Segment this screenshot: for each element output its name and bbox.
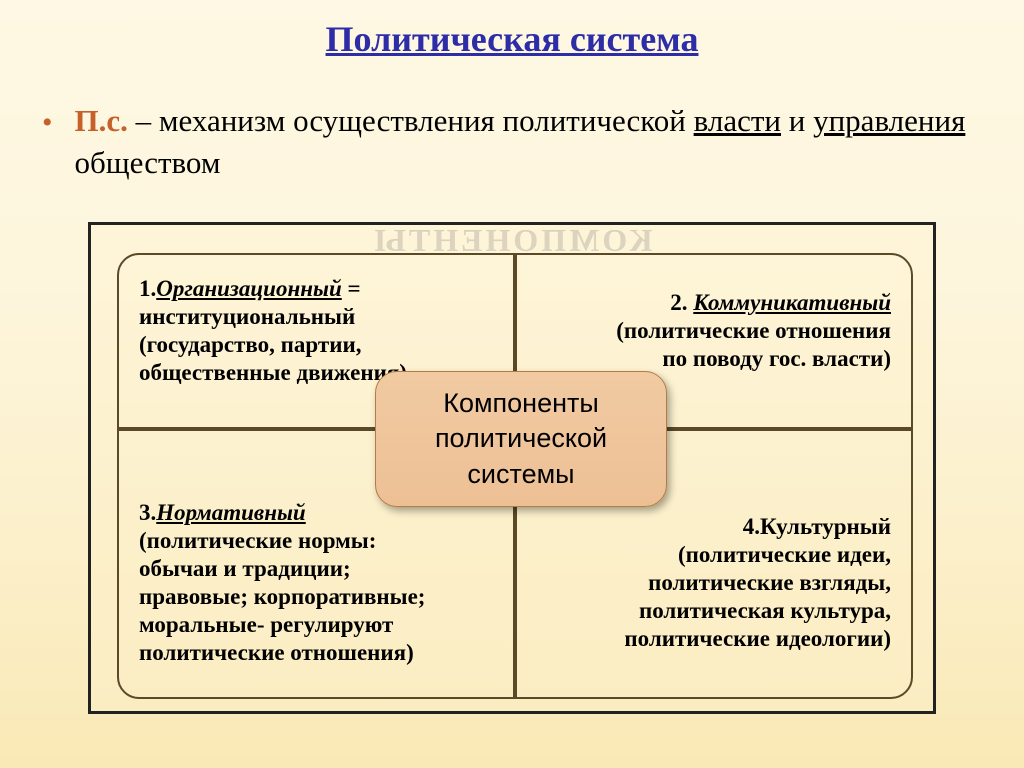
definition-row: • П.с. – механизм осуществления политиче… [0, 60, 1024, 184]
cell-cultural-text: 4.Культурный (политические идеи, политич… [531, 513, 891, 653]
definition-u2: управления [813, 103, 965, 138]
definition-pre: – механизм осуществления политической [128, 103, 694, 138]
bullet-icon: • [42, 103, 53, 144]
quad-grid: 1.Организационный = институциональный (г… [117, 253, 913, 699]
definition-u1: власти [694, 103, 781, 138]
definition-post: обществом [75, 145, 221, 180]
cell-normative-text: 3.Нормативный (политические нормы: обыча… [139, 499, 511, 667]
definition-mid: и [781, 103, 813, 138]
page-title: Политическая система [0, 0, 1024, 60]
diagram: КОМПОНЕНТЫ 1.Организационный = институци… [88, 222, 936, 714]
cell-communicative-text: 2. Коммуникативный (политические отношен… [531, 289, 891, 373]
center-box-text: Компоненты политической системы [435, 386, 607, 491]
definition-text: П.с. – механизм осуществления политическ… [75, 100, 994, 184]
center-box: Компоненты политической системы [375, 371, 667, 507]
definition-abbrev: П.с. [75, 103, 128, 138]
